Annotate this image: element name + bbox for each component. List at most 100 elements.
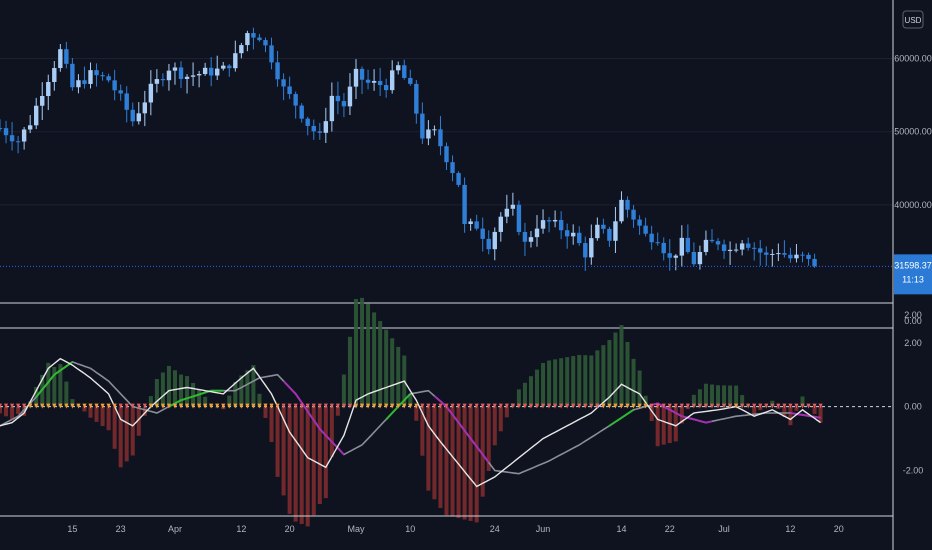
histogram-bar [112, 406, 117, 449]
histogram-bar [703, 383, 708, 407]
histogram-bar [130, 406, 135, 456]
histogram-bar [172, 370, 177, 407]
histogram-bar [649, 406, 654, 421]
candle-body [82, 80, 87, 84]
signal-marker [245, 403, 250, 409]
signal-marker [703, 403, 708, 409]
signal-marker [734, 403, 739, 409]
time-tick-label: 22 [665, 524, 675, 534]
candle-body [227, 65, 232, 69]
signal-marker [353, 403, 358, 409]
signal-marker [426, 403, 431, 409]
histogram-bar [752, 406, 757, 415]
signal-marker [673, 403, 678, 409]
histogram-bar [444, 406, 449, 516]
candle-body [402, 65, 407, 78]
candle-body [486, 238, 491, 250]
histogram-bar [136, 406, 141, 436]
bull-segment [168, 389, 224, 408]
histogram-bar [667, 406, 672, 444]
currency-button[interactable]: USD [902, 10, 924, 29]
candle-body [534, 228, 540, 238]
signal-marker [390, 403, 395, 409]
signal-marker [227, 403, 232, 409]
oscillator-tick-labels: 2.00 0.00 -2.00 [903, 338, 924, 476]
histogram-bar [553, 359, 558, 407]
signal-marker [571, 403, 576, 409]
histogram-bar [691, 394, 696, 407]
collapsed-tick-label: 0.00 [904, 316, 922, 326]
candle-body [643, 225, 648, 234]
histogram-bar [58, 364, 63, 407]
histogram-bar [697, 389, 702, 407]
histogram-bar [329, 406, 334, 457]
histogram-bar [589, 355, 594, 407]
histogram-bar [661, 406, 666, 445]
candle-body [58, 49, 63, 69]
candle-body [293, 94, 298, 106]
last-price-tag-background [894, 254, 932, 295]
time-tick-label: 15 [67, 524, 77, 534]
candle-body [142, 102, 148, 114]
candle-body [462, 184, 467, 225]
histogram-bar [583, 355, 588, 407]
candle-body [558, 219, 564, 231]
histogram-bar [396, 346, 401, 407]
histogram-bar [0, 406, 2, 414]
countdown-timer: 11:13 [902, 274, 924, 284]
candle-body [52, 68, 57, 83]
price-pane[interactable] [0, 27, 893, 271]
histogram-bar [655, 406, 660, 447]
histogram-bar [456, 406, 461, 519]
candle-body [383, 85, 389, 91]
last-price-value: 31598.37 [894, 260, 932, 270]
candle-body [251, 33, 256, 38]
histogram-bar [637, 370, 642, 407]
bull-segment [35, 361, 73, 398]
histogram-bar [317, 406, 322, 505]
oscillator-pane[interactable] [0, 297, 893, 527]
candle-body [661, 242, 666, 254]
fast-line [0, 357, 822, 488]
candle-body [414, 83, 419, 114]
histogram-bar [480, 406, 485, 497]
histogram-bar [4, 406, 9, 417]
signal-marker [450, 403, 455, 409]
signal-marker [263, 403, 268, 409]
candle-body [697, 252, 703, 265]
candle-body [510, 204, 516, 209]
signal-marker [589, 403, 594, 409]
candle-body [323, 121, 329, 133]
candle-body [269, 45, 274, 63]
signal-marker [776, 403, 781, 409]
histogram-bar [323, 406, 328, 499]
time-axis[interactable]: 15 23 Apr 12 20 May 10 24 Jun 14 22 Jul 12 20 [0, 515, 893, 534]
signal-marker [136, 403, 141, 409]
collapsed-tick-label: 2.00 [904, 310, 922, 320]
signal-marker [613, 403, 618, 409]
candle-body [3, 128, 9, 136]
histogram-bar [142, 406, 147, 416]
histogram-bar [818, 406, 823, 423]
candle-body [88, 70, 93, 84]
histogram-bar [233, 382, 238, 407]
candle-body [607, 228, 612, 241]
histogram-bar [118, 406, 123, 468]
histogram-bar [94, 406, 99, 422]
candle-body [0, 128, 3, 130]
histogram-bar [366, 303, 371, 407]
candle-body [106, 76, 111, 81]
candle-body [359, 68, 365, 80]
histogram-bar [353, 299, 358, 407]
signal-marker [179, 403, 184, 409]
candle-body [613, 221, 618, 241]
fast-line-group [0, 357, 822, 488]
signal-marker [88, 403, 93, 409]
signal-marker [64, 403, 69, 409]
histogram-bar [601, 345, 606, 407]
signal-marker [269, 403, 274, 409]
signal-marker [233, 403, 238, 409]
signal-marker [625, 403, 630, 409]
candle-body [329, 95, 335, 122]
